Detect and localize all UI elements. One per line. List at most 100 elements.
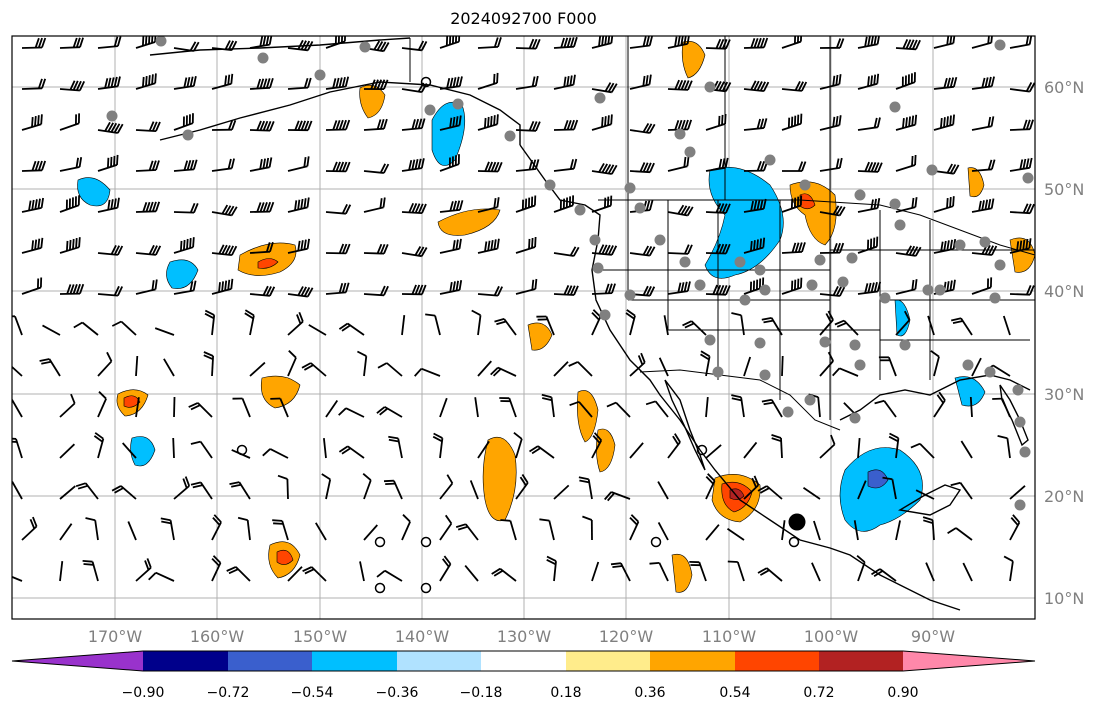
wind-barb (376, 569, 403, 582)
wind-barb (363, 118, 388, 131)
wind-barb (569, 400, 593, 418)
wind-barb (97, 391, 107, 418)
wind-barb (591, 283, 616, 295)
gulf-coast (839, 374, 1031, 421)
station-marker (854, 189, 866, 201)
station-marker (314, 69, 326, 81)
wind-barb (553, 285, 579, 296)
wind-barb (173, 237, 195, 254)
wind-barb (857, 161, 883, 173)
wind-barb (401, 514, 411, 541)
wind-barb (249, 77, 274, 90)
wind-barb (553, 158, 578, 172)
wind-barb (782, 161, 807, 172)
wind-barb (705, 243, 731, 255)
wind-barb (802, 487, 821, 500)
wind-barb (629, 245, 656, 257)
wind-barb (553, 484, 570, 500)
wind-barb (135, 201, 161, 213)
wind-barb (287, 77, 312, 90)
wind-barb (203, 351, 214, 377)
wind-barb (761, 317, 783, 336)
wind-barb (591, 309, 602, 336)
latitude-labels: 60°N 50°N 40°N 30°N 20°N 10°N (1044, 78, 1084, 608)
colorbar: −0.90 −0.72 −0.54 −0.36 −0.18 0.18 0.36 … (11, 650, 1036, 701)
wind-barb (819, 157, 843, 172)
wind-barb (59, 443, 76, 459)
wind-barb (59, 195, 80, 213)
station-marker (799, 179, 811, 191)
wind-barb (211, 204, 238, 217)
wind-barb (135, 397, 140, 418)
wind-barb (927, 315, 935, 336)
wind-barb (75, 482, 99, 500)
station-marker (806, 279, 818, 291)
station-marker (504, 130, 516, 142)
wind-barb (515, 75, 539, 90)
wind-barb (515, 159, 540, 172)
wind-barb (272, 519, 289, 541)
wind-barb (287, 39, 314, 52)
wind-barb (992, 397, 1011, 418)
wind-barb (1009, 238, 1032, 254)
wind-barb (249, 361, 266, 377)
wind-barb (700, 350, 711, 377)
wind-barb (657, 521, 669, 541)
wind-barb (232, 397, 251, 418)
wind-barb (21, 114, 43, 131)
wind-barb (301, 362, 327, 377)
wind-barb (971, 198, 995, 213)
wind-barb (515, 474, 529, 500)
wind-barb (363, 243, 389, 255)
station-marker (712, 366, 724, 378)
colorbar-label: −0.72 (207, 685, 250, 701)
wind-barb (781, 242, 806, 254)
wind-barb (477, 114, 499, 131)
wind-barb (122, 442, 137, 459)
contour-blob (577, 390, 599, 443)
wind-barb (553, 119, 579, 131)
station-marker (592, 262, 604, 274)
wind-barb (629, 74, 652, 90)
station-markers (106, 36, 1034, 594)
wind-barb (1009, 285, 1035, 296)
wind-barb (819, 310, 834, 336)
station-marker (679, 256, 691, 268)
wind-barb (591, 162, 618, 175)
wind-barb (705, 38, 731, 50)
station-marker (739, 294, 751, 306)
wind-barb (667, 433, 681, 459)
wind-barb (491, 567, 517, 582)
wind-barb (287, 238, 310, 254)
contour-blob (77, 177, 111, 207)
wind-barb (59, 80, 86, 92)
wind-barb (629, 442, 644, 459)
wind-barb (539, 518, 555, 541)
station-marker-open (650, 536, 662, 548)
wind-barb (439, 280, 463, 295)
wind-barb (1003, 555, 1014, 582)
wind-barb (757, 567, 783, 582)
wind-barb (582, 515, 593, 541)
colorbar-segment (143, 651, 228, 671)
wind-barb (834, 319, 859, 336)
wind-barb (922, 516, 935, 541)
baja-peninsula (664, 379, 706, 471)
wind-barb (383, 479, 403, 500)
wind-barb (388, 435, 403, 459)
wind-barb (925, 562, 935, 582)
wind-barb (21, 37, 47, 49)
station-marker (926, 164, 938, 176)
colorbar-label: 0.72 (803, 685, 834, 701)
wind-barb (933, 196, 955, 213)
station-marker (954, 239, 966, 251)
wind-barb (910, 442, 935, 459)
wind-barb (59, 237, 81, 254)
wind-barb (895, 245, 922, 257)
lat-label: 30°N (1044, 385, 1084, 404)
station-marker (754, 337, 766, 349)
station-marker (624, 182, 636, 194)
wind-barb (439, 76, 463, 90)
colorbar-label: 0.54 (719, 685, 750, 701)
wind-barb (781, 355, 784, 377)
